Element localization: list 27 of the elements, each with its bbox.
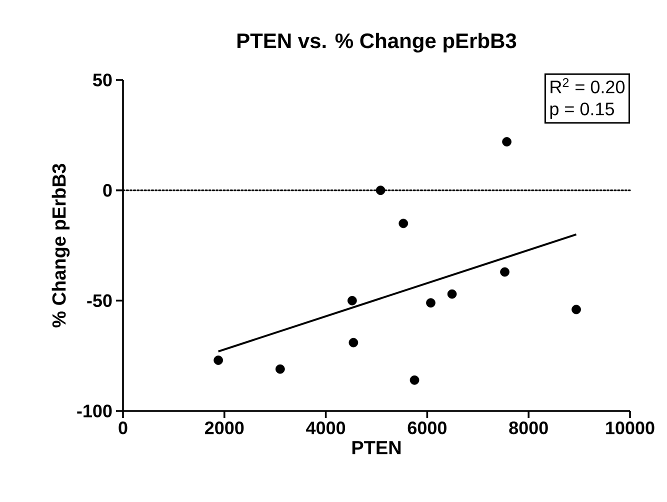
annotation: R$^{2}$ = 0.20 <box>550 78 625 94</box>
y-tick-label: -50 <box>87 294 112 308</box>
point <box>347 296 357 306</box>
point <box>348 338 358 348</box>
chart-title: PTEN vs. % Change pErbB3 <box>237 32 516 52</box>
y-tick-label: 50 <box>93 74 112 86</box>
point <box>376 186 386 196</box>
x-axis-title: PTEN <box>352 441 401 454</box>
y-axis-title: % Change pErbB3 <box>52 164 70 328</box>
point <box>502 137 512 146</box>
x-tick-label: 4000 <box>306 422 346 434</box>
point <box>214 356 223 365</box>
x-tick-label: 2000 <box>205 422 244 434</box>
point <box>275 364 285 374</box>
x-tick-label: 8000 <box>509 422 548 434</box>
point <box>500 267 510 277</box>
point <box>398 218 408 228</box>
y-tick-label: -100 <box>77 404 112 418</box>
x-tick-label: 6000 <box>408 422 446 434</box>
point <box>447 289 457 299</box>
annotation: p = 0.15 <box>550 102 614 119</box>
point <box>410 375 420 385</box>
point <box>426 298 436 308</box>
point <box>572 304 581 314</box>
y-tick-label: 0 <box>103 184 112 197</box>
x-tick-label: 0 <box>118 422 128 434</box>
x-tick-label: 10000 <box>606 422 654 434</box>
